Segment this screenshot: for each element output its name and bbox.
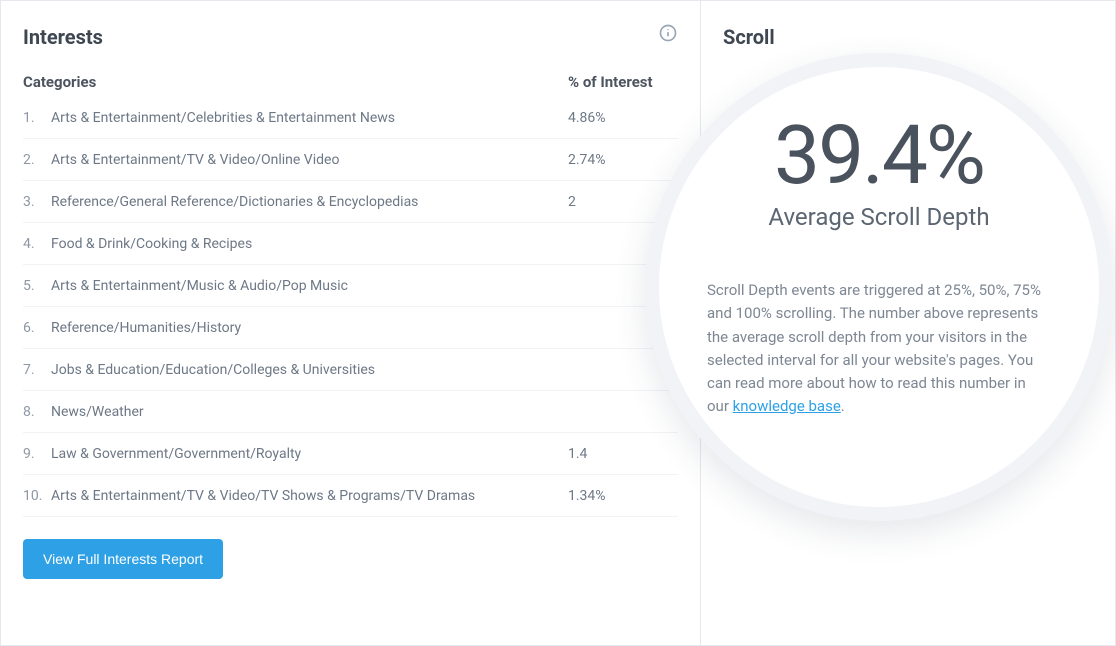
row-pct: 2.74% bbox=[568, 152, 678, 168]
row-rank: 4. bbox=[23, 236, 51, 252]
scroll-desc-pre: Scroll Depth events are triggered at 25%… bbox=[707, 281, 1041, 415]
view-full-report-button[interactable]: View Full Interests Report bbox=[23, 539, 223, 579]
table-row[interactable]: 2. Arts & Entertainment/TV & Video/Onlin… bbox=[23, 139, 678, 181]
table-row[interactable]: 6. Reference/Humanities/History bbox=[23, 307, 678, 349]
row-label: Arts & Entertainment/Music & Audio/Pop M… bbox=[51, 278, 568, 294]
row-label: Arts & Entertainment/Celebrities & Enter… bbox=[51, 110, 568, 126]
scroll-depth-label: Average Scroll Depth bbox=[768, 203, 989, 231]
row-rank: 8. bbox=[23, 404, 51, 420]
row-pct: 1.34% bbox=[568, 488, 678, 504]
row-label: Arts & Entertainment/TV & Video/TV Shows… bbox=[51, 488, 568, 504]
table-row[interactable]: 3. Reference/General Reference/Dictionar… bbox=[23, 181, 678, 223]
row-rank: 9. bbox=[23, 446, 51, 462]
interests-rows: 1. Arts & Entertainment/Celebrities & En… bbox=[23, 97, 678, 517]
row-rank: 10. bbox=[23, 488, 51, 504]
row-label: Arts & Entertainment/TV & Video/Online V… bbox=[51, 152, 568, 168]
interests-title: Interests bbox=[23, 25, 678, 49]
row-rank: 5. bbox=[23, 278, 51, 294]
row-rank: 2. bbox=[23, 152, 51, 168]
table-row[interactable]: 1. Arts & Entertainment/Celebrities & En… bbox=[23, 97, 678, 139]
info-icon[interactable] bbox=[658, 23, 678, 43]
interests-panel: Interests Categories % of Interest 1. Ar… bbox=[1, 1, 701, 645]
scroll-depth-description: Scroll Depth events are triggered at 25%… bbox=[701, 279, 1057, 419]
table-row[interactable]: 8. News/Weather bbox=[23, 391, 678, 433]
table-row[interactable]: 5. Arts & Entertainment/Music & Audio/Po… bbox=[23, 265, 678, 307]
column-header-percent: % of Interest bbox=[568, 73, 678, 91]
scroll-title: Scroll bbox=[723, 25, 1093, 49]
column-header-categories: Categories bbox=[23, 73, 568, 91]
row-rank: 7. bbox=[23, 362, 51, 378]
row-label: News/Weather bbox=[51, 404, 568, 420]
row-label: Jobs & Education/Education/Colleges & Un… bbox=[51, 362, 568, 378]
knowledge-base-link[interactable]: knowledge base bbox=[733, 397, 841, 415]
row-rank: 6. bbox=[23, 320, 51, 336]
row-label: Reference/General Reference/Dictionaries… bbox=[51, 194, 568, 210]
scroll-panel: Scroll 39.4% Average Scroll Depth Scroll… bbox=[701, 1, 1115, 645]
interests-columns-header: Categories % of Interest bbox=[23, 73, 678, 91]
table-row[interactable]: 4. Food & Drink/Cooking & Recipes bbox=[23, 223, 678, 265]
row-pct: 4.86% bbox=[568, 110, 678, 126]
row-rank: 3. bbox=[23, 194, 51, 210]
row-rank: 1. bbox=[23, 110, 51, 126]
row-label: Reference/Humanities/History bbox=[51, 320, 568, 336]
table-row[interactable]: 7. Jobs & Education/Education/Colleges &… bbox=[23, 349, 678, 391]
table-row[interactable]: 10. Arts & Entertainment/TV & Video/TV S… bbox=[23, 475, 678, 517]
table-row[interactable]: 9. Law & Government/Government/Royalty 1… bbox=[23, 433, 678, 475]
row-label: Law & Government/Government/Royalty bbox=[51, 446, 568, 462]
row-label: Food & Drink/Cooking & Recipes bbox=[51, 236, 568, 252]
scroll-depth-value: 39.4% bbox=[774, 115, 984, 197]
scroll-depth-magnifier: 39.4% Average Scroll Depth Scroll Depth … bbox=[645, 53, 1113, 521]
row-pct: 1.4 bbox=[568, 446, 678, 462]
scroll-desc-post: . bbox=[841, 397, 845, 415]
